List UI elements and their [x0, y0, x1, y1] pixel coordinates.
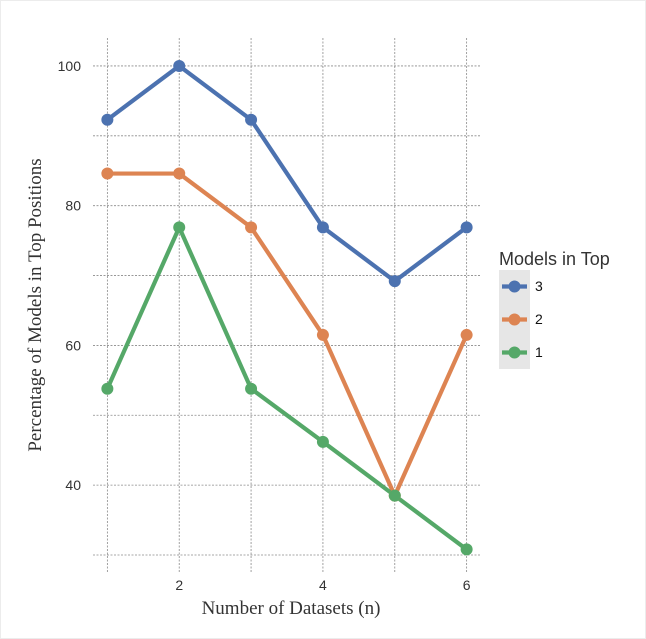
x-tick-label: 4: [319, 577, 327, 593]
data-point-2: [460, 328, 473, 341]
y-tick-label: 100: [58, 58, 82, 74]
data-point-3: [173, 59, 186, 72]
legend-entry-2: 2: [499, 303, 543, 336]
series-markers: [101, 59, 473, 556]
data-point-3: [388, 275, 401, 288]
y-axis-title: Percentage of Models in Top Positions: [25, 158, 46, 451]
series-line-3: [105, 63, 469, 284]
data-point-2: [173, 167, 186, 180]
series-line-2: [105, 171, 469, 498]
legend-title: Models in Top: [499, 249, 610, 269]
legend-label: 3: [535, 278, 543, 294]
data-point-2: [316, 328, 329, 341]
legend-key-marker: [508, 280, 521, 293]
legend-label: 1: [535, 344, 543, 360]
data-point-1: [316, 435, 329, 448]
legend-entries: 3 2 1: [499, 270, 543, 369]
data-point-3: [460, 221, 473, 234]
data-point-2: [245, 221, 258, 234]
data-point-1: [245, 382, 258, 395]
data-point-3: [316, 221, 329, 234]
series-line-1: [105, 225, 469, 552]
x-axis-ticks: 2 4 6: [175, 577, 470, 593]
data-point-3: [245, 113, 258, 126]
data-point-3: [101, 113, 114, 126]
data-point-1: [101, 382, 114, 395]
y-tick-label: 60: [65, 337, 81, 353]
y-tick-label: 40: [65, 477, 81, 493]
legend-key-marker: [508, 346, 521, 359]
data-point-2: [101, 167, 114, 180]
x-tick-label: 6: [463, 577, 471, 593]
legend-entry-1: 1: [499, 336, 543, 369]
y-tick-label: 80: [65, 198, 81, 214]
legend: Models in Top 3 2 1: [499, 249, 610, 369]
data-point-1: [173, 221, 186, 234]
x-axis-title: Number of Datasets (n): [202, 598, 381, 619]
series-lines: [105, 63, 469, 552]
y-axis-ticks: 40 60 80 100: [58, 58, 82, 493]
data-point-1: [388, 489, 401, 502]
data-point-1: [460, 543, 473, 556]
grid: [93, 38, 481, 572]
legend-key-marker: [508, 313, 521, 326]
legend-entry-3: 3: [499, 270, 543, 303]
legend-label: 2: [535, 311, 543, 327]
x-tick-label: 2: [175, 577, 183, 593]
